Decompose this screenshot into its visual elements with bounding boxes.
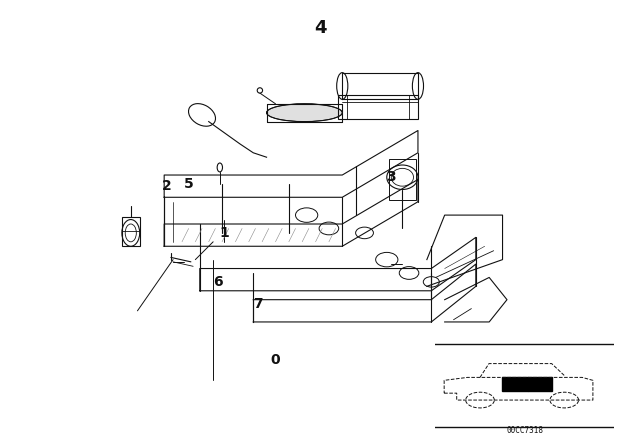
Text: 4: 4: [314, 19, 326, 37]
Text: 3: 3: [387, 170, 396, 184]
Text: 7: 7: [253, 297, 262, 311]
Text: 0: 0: [271, 353, 280, 367]
Polygon shape: [502, 377, 529, 391]
Text: 5: 5: [184, 177, 193, 191]
Text: 6: 6: [212, 275, 223, 289]
Bar: [389, 159, 416, 199]
Ellipse shape: [267, 104, 342, 121]
Bar: [122, 217, 140, 246]
Text: 2: 2: [161, 179, 172, 193]
Text: 00CC7318: 00CC7318: [506, 426, 543, 435]
Text: 1: 1: [220, 226, 229, 240]
Polygon shape: [529, 377, 552, 391]
Bar: [338, 95, 418, 119]
